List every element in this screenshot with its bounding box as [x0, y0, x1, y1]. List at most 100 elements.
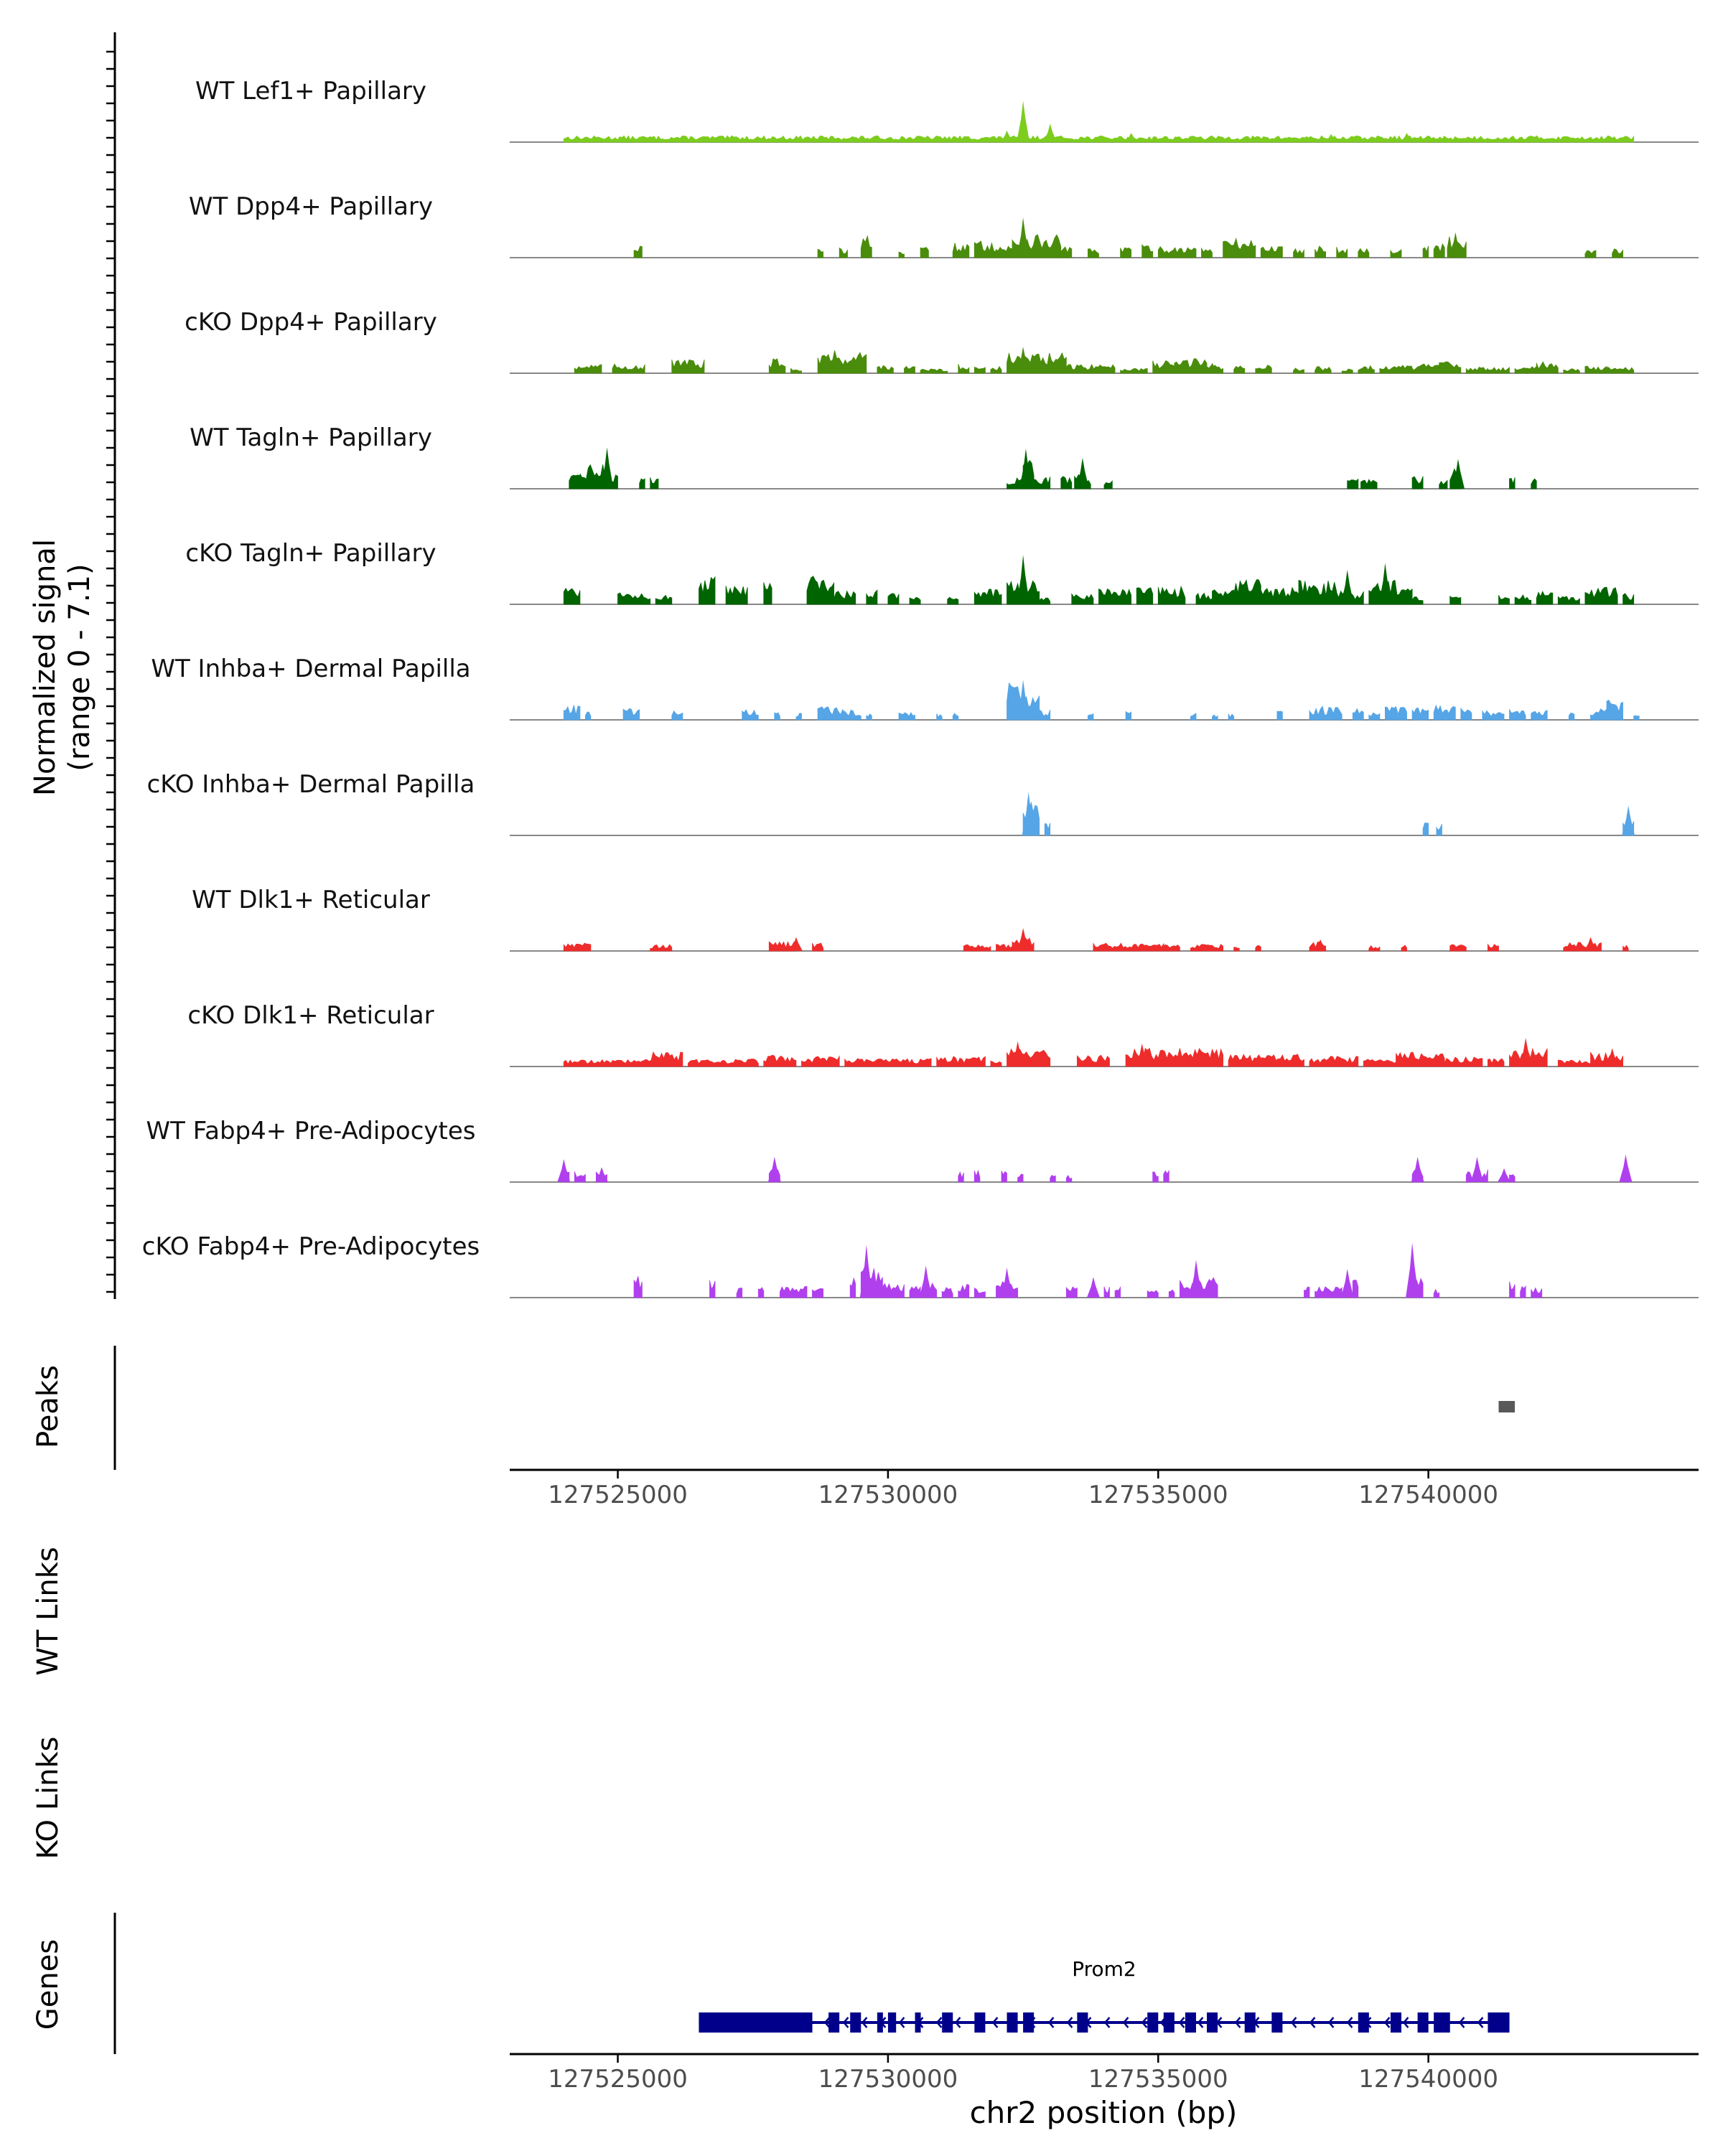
strand-arrow	[1141, 2017, 1148, 2028]
coverage-region	[1449, 944, 1467, 952]
coverage-track: cKO Inhba+ Dermal Papilla	[147, 770, 1699, 836]
strand-arrow	[954, 2017, 961, 2028]
coverage-region	[1536, 591, 1554, 605]
coverage-region	[1422, 245, 1429, 258]
coverage-region	[1622, 945, 1629, 952]
coverage-region	[1120, 247, 1131, 258]
coverage-region	[1201, 247, 1213, 258]
coverage-region	[569, 474, 581, 489]
coverage-region	[1436, 824, 1442, 836]
coverage-region	[990, 366, 1002, 374]
coverage-region	[1114, 1286, 1121, 1298]
coverage-region	[817, 706, 846, 721]
coverage-region	[1439, 479, 1448, 489]
coverage-region	[699, 576, 716, 605]
coverage-region	[834, 590, 856, 605]
coverage-region	[736, 1288, 743, 1298]
x-tick-label: 127540000	[1358, 2065, 1498, 2094]
coverage-region	[1152, 1171, 1159, 1183]
x-tick-label: 127530000	[818, 1481, 958, 1509]
coverage-region	[1315, 245, 1326, 258]
coverage-region	[1368, 579, 1413, 605]
coverage-region	[563, 587, 581, 605]
coverage-region	[1093, 942, 1164, 952]
coverage-region	[817, 350, 867, 374]
coverage-region	[1071, 593, 1094, 605]
coverage-spike	[1124, 133, 1138, 142]
coverage-region	[1439, 361, 1462, 374]
exon	[974, 2012, 986, 2033]
genes-x-axis: 127525000 127530000 127535000 127540000	[510, 2053, 1699, 2094]
genes-track: Prom2	[699, 1957, 1510, 2033]
coverage-region	[936, 1056, 986, 1067]
strand-arrow	[1327, 2017, 1335, 2028]
coverage-region	[1422, 822, 1429, 836]
coverage-region	[1368, 945, 1381, 952]
coverage-region	[612, 363, 645, 374]
coverage-region	[1509, 1281, 1516, 1298]
coverage-region	[1390, 249, 1402, 258]
coverage-region	[774, 712, 780, 721]
coverage-spike	[1017, 680, 1030, 720]
coverage-region	[763, 1054, 797, 1067]
coverage-track: cKO Fabp4+ Pre-Adipocytes	[142, 1232, 1699, 1298]
coverage-region	[1233, 579, 1261, 605]
exon	[1147, 2012, 1159, 2033]
coverage-region	[1260, 588, 1278, 605]
coverage-region	[563, 135, 1635, 143]
coverage-region	[1255, 945, 1261, 952]
coverage-region	[1509, 708, 1526, 721]
coverage-region	[1460, 707, 1472, 721]
peaks-track	[1498, 1401, 1516, 1412]
coverage-region	[1223, 237, 1256, 258]
coverage-region	[990, 1060, 1002, 1067]
strand-arrow	[1458, 2017, 1465, 2028]
coverage-region	[1584, 586, 1618, 605]
strand-arrow	[935, 2017, 943, 2028]
coverage-region	[1352, 1279, 1359, 1298]
track-label: WT Inhba+ Dermal Papilla	[151, 655, 470, 683]
x-tick-label: 127535000	[1088, 1481, 1228, 1509]
coverage-region	[1358, 248, 1370, 258]
coverage-track: WT Lef1+ Papillary	[195, 77, 1699, 143]
coverage-y-ticks	[106, 50, 115, 1293]
coverage-region	[1531, 478, 1537, 489]
wt-links-ylabel: WT Links	[32, 1547, 65, 1675]
coverage-region	[1228, 713, 1235, 721]
strand-arrow	[1047, 2017, 1055, 2028]
coverage-spike	[1017, 217, 1030, 258]
coverage-region	[1174, 358, 1208, 374]
exon	[828, 2012, 840, 2033]
coverage-region	[1449, 595, 1462, 605]
coverage-region	[973, 1169, 981, 1183]
genes-ylabel: Genes	[32, 1939, 65, 2030]
coverage-region	[898, 712, 915, 721]
coverage-region	[1233, 365, 1246, 374]
coverage-region	[1060, 476, 1073, 489]
coverage-region	[1304, 1286, 1310, 1298]
coverage-region	[1360, 479, 1378, 489]
coverage-region	[1612, 248, 1623, 258]
coverage-track: WT Dpp4+ Papillary	[189, 192, 1699, 258]
strand-arrow	[1346, 2017, 1353, 2028]
track-label: cKO Fabp4+ Pre-Adipocytes	[142, 1232, 480, 1261]
coverage-region	[563, 705, 581, 721]
coverage-region	[1401, 945, 1407, 952]
coverage-region	[1536, 361, 1559, 374]
coverage-region	[1417, 363, 1440, 374]
coverage-spike	[1205, 362, 1219, 373]
exon	[1077, 2012, 1088, 2033]
coverage-region	[633, 245, 643, 258]
exon	[850, 2012, 862, 2033]
exon	[1390, 2012, 1401, 2033]
ko-links-ylabel: KO Links	[32, 1737, 65, 1860]
coverage-region	[1385, 706, 1407, 721]
coverage-region	[1033, 477, 1051, 489]
strand-arrow	[1103, 2017, 1111, 2028]
coverage-region	[563, 1059, 645, 1067]
coverage-region	[1276, 586, 1299, 605]
coverage-region	[1157, 585, 1186, 605]
coverage-spike	[859, 1245, 873, 1298]
coverage-region	[688, 1059, 732, 1067]
coverage-region	[1195, 592, 1213, 605]
